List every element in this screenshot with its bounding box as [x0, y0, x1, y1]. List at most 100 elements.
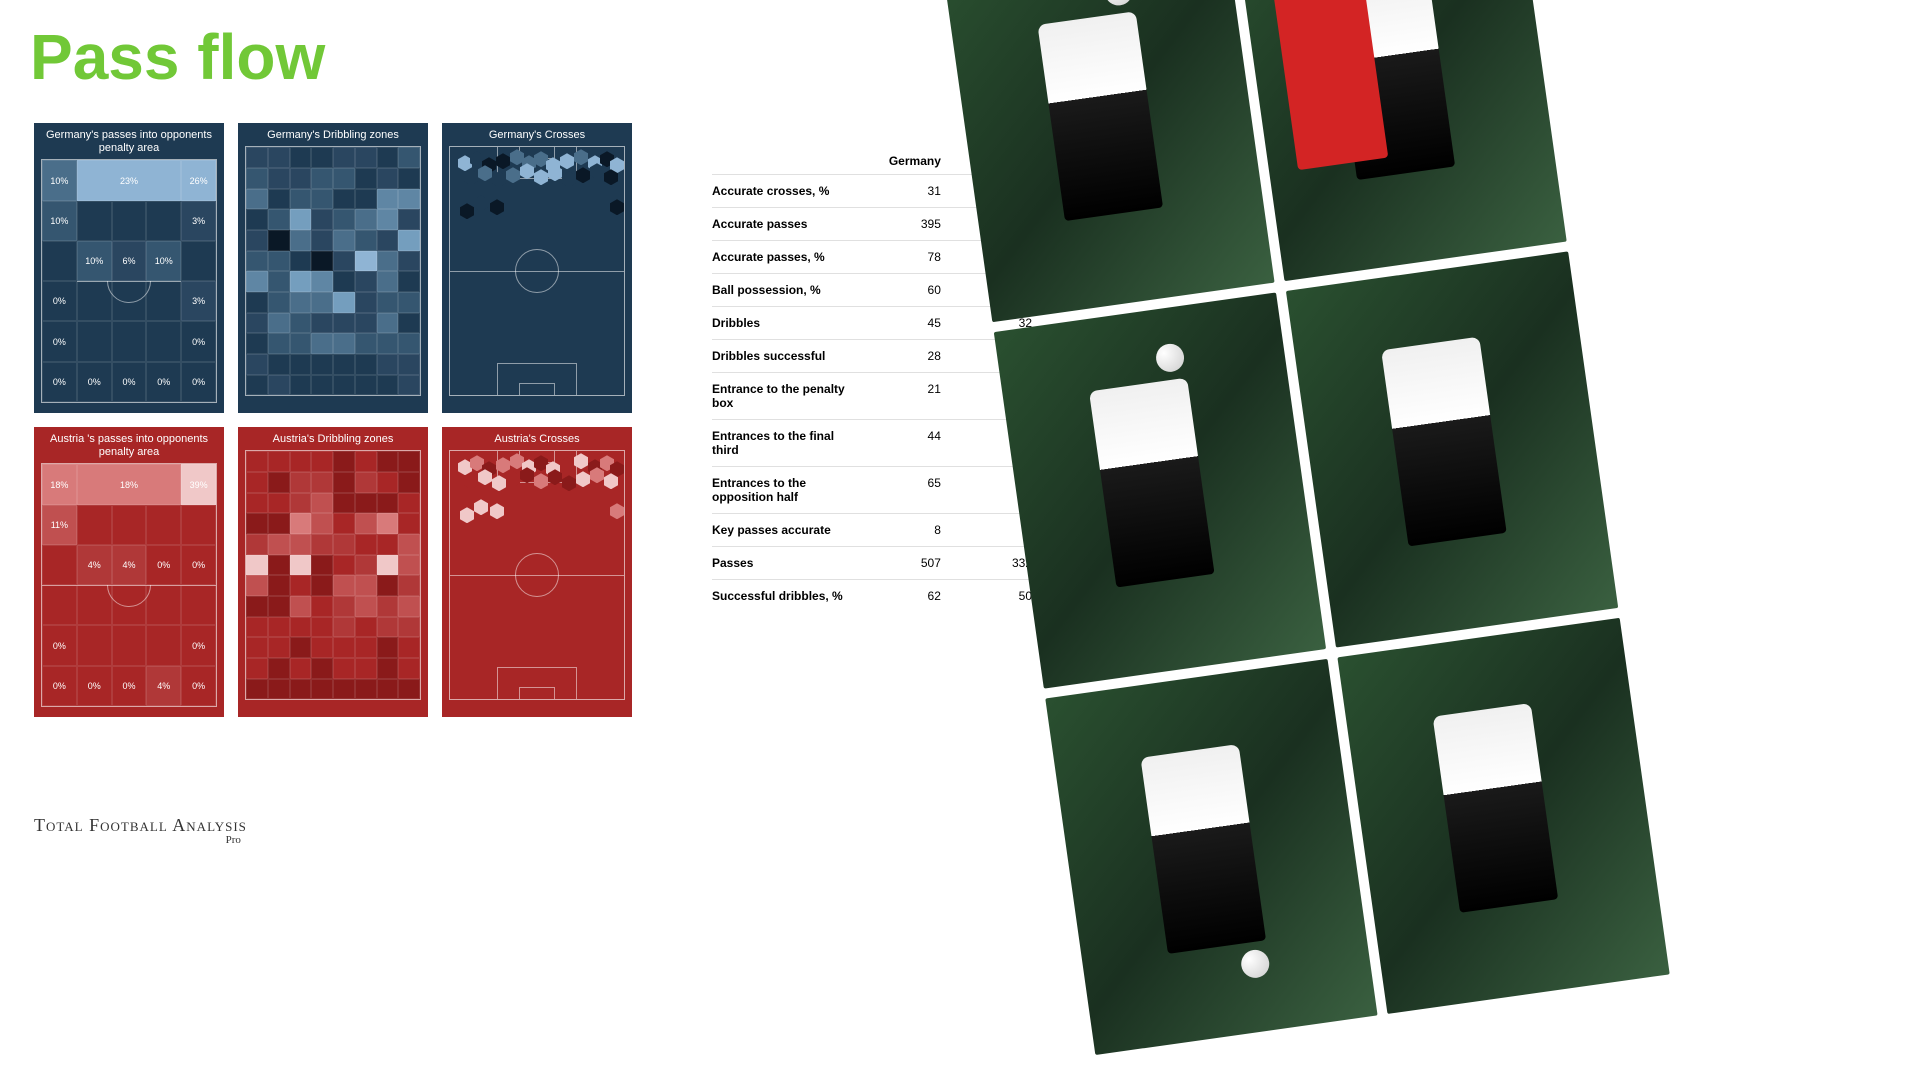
zone-cell	[290, 617, 312, 638]
zone-cell	[290, 189, 312, 210]
zone-cell	[355, 168, 377, 189]
panel-title: Germany's Dribbling zones	[267, 129, 399, 142]
zone-cell	[311, 209, 333, 230]
hex-cell	[490, 199, 504, 215]
zone-cell	[290, 493, 312, 514]
zone-cell	[398, 168, 420, 189]
zone-cell	[311, 375, 333, 396]
zone-cell: 6%	[112, 241, 147, 281]
hex-cell	[458, 459, 472, 475]
stat-label: Entrance to the penalty box	[712, 382, 858, 410]
pitch-field	[245, 146, 421, 396]
zone-cell	[268, 354, 290, 375]
zone-cell	[311, 493, 333, 514]
zone-cell	[398, 333, 420, 354]
pitch-diagrams-grid: Germany's passes into opponents penalty …	[34, 123, 632, 717]
zone-cell	[377, 472, 399, 493]
zone-cell: 0%	[77, 362, 112, 402]
zone-cell	[333, 596, 355, 617]
zone-cell	[398, 534, 420, 555]
zone-cell	[355, 513, 377, 534]
stat-value: 8	[858, 523, 949, 537]
zone-cell	[268, 189, 290, 210]
zone-cell	[377, 596, 399, 617]
zone-cell	[377, 230, 399, 251]
zone-cell: 18%	[77, 464, 181, 504]
page-title: Pass flow	[30, 20, 325, 94]
austria-crosses-panel: Austria's Crosses	[442, 427, 632, 717]
zone-cell: 0%	[42, 281, 77, 321]
zone-cell	[311, 451, 333, 472]
stat-value: 60	[858, 283, 949, 297]
zone-cell	[146, 321, 181, 361]
zone-cell	[268, 271, 290, 292]
zone-cell	[246, 251, 268, 272]
zone-cell	[377, 534, 399, 555]
zone-cell	[246, 513, 268, 534]
zone-cell	[42, 585, 77, 625]
zone-cell	[290, 230, 312, 251]
zone-cell	[398, 251, 420, 272]
zone-cell	[333, 354, 355, 375]
zone-cell	[290, 451, 312, 472]
zone-cell	[377, 189, 399, 210]
zone-heatmap: 18%18%39%11%4%4%0%0%0%0%0%0%0%4%0%	[42, 464, 216, 706]
zone-cell	[398, 617, 420, 638]
zone-cell	[246, 147, 268, 168]
zone-cell	[333, 271, 355, 292]
zone-cell	[398, 513, 420, 534]
zone-cell	[398, 658, 420, 679]
zone-cell	[333, 472, 355, 493]
zone-cell	[355, 596, 377, 617]
zone-cell	[311, 292, 333, 313]
zone-cell	[290, 168, 312, 189]
zone-cell	[246, 209, 268, 230]
zone-cell	[246, 555, 268, 576]
stat-value: 50	[949, 589, 1040, 603]
zone-cell: 0%	[42, 321, 77, 361]
zone-cell	[246, 313, 268, 334]
zone-cell	[246, 596, 268, 617]
germany-passes-panel: Germany's passes into opponents penalty …	[34, 123, 224, 413]
zone-cell	[398, 451, 420, 472]
zone-cell	[398, 575, 420, 596]
zone-cell	[311, 147, 333, 168]
zone-cell	[112, 201, 147, 241]
stat-label: Successful dribbles, %	[712, 589, 858, 603]
stat-label: Accurate passes, %	[712, 250, 858, 264]
zone-cell	[333, 189, 355, 210]
zone-cell	[246, 472, 268, 493]
zone-cell	[398, 189, 420, 210]
stat-label: Accurate passes	[712, 217, 858, 231]
zone-cell	[355, 333, 377, 354]
zone-cell	[377, 313, 399, 334]
zone-cell	[311, 555, 333, 576]
stat-value: 45	[858, 316, 949, 330]
zone-cell	[290, 333, 312, 354]
zone-cell	[398, 230, 420, 251]
zone-cell	[355, 354, 377, 375]
hex-cell	[490, 503, 504, 519]
zone-cell	[333, 451, 355, 472]
zone-cell	[290, 375, 312, 396]
zone-cell	[246, 575, 268, 596]
zone-cell	[398, 555, 420, 576]
zone-cell	[377, 168, 399, 189]
zone-cell	[311, 271, 333, 292]
zone-cell	[377, 333, 399, 354]
germany-dribbling-panel: Germany's Dribbling zones	[238, 123, 428, 413]
stat-label: Entrances to the opposition half	[712, 476, 858, 504]
zone-cell: 10%	[42, 201, 77, 241]
zone-cell	[311, 354, 333, 375]
zone-cell	[333, 230, 355, 251]
zone-cell: 0%	[77, 666, 112, 706]
zone-cell	[246, 534, 268, 555]
zone-cell	[398, 271, 420, 292]
zone-cell: 11%	[42, 505, 77, 545]
zone-cell	[398, 679, 420, 700]
zone-cell	[333, 168, 355, 189]
zone-cell	[377, 575, 399, 596]
panel-title: Austria's Dribbling zones	[273, 433, 394, 446]
zone-cell: 0%	[181, 362, 216, 402]
zone-cell	[246, 493, 268, 514]
